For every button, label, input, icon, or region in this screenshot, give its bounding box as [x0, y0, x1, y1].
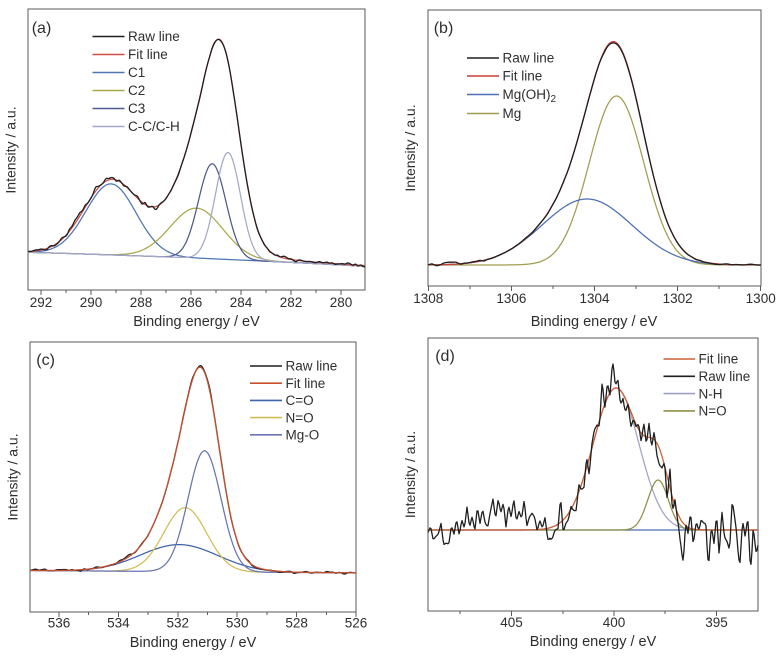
svg-text:Binding energy / eV: Binding energy / eV: [133, 314, 260, 330]
svg-text:288: 288: [130, 295, 153, 310]
svg-text:1302: 1302: [663, 291, 693, 306]
svg-text:280: 280: [330, 295, 353, 310]
svg-text:395: 395: [705, 615, 728, 630]
svg-text:1306: 1306: [496, 291, 526, 306]
svg-text:1300: 1300: [746, 291, 776, 306]
svg-text:290: 290: [80, 295, 103, 310]
svg-text:Fit line: Fit line: [503, 69, 543, 84]
svg-text:Raw line: Raw line: [286, 359, 338, 374]
svg-text:Raw line: Raw line: [128, 29, 180, 44]
svg-text:284: 284: [230, 295, 253, 310]
svg-text:Intensity / a.u.: Intensity / a.u.: [402, 431, 418, 518]
svg-text:C-C/C-H: C-C/C-H: [128, 119, 180, 134]
svg-text:Intensity / a.u.: Intensity / a.u.: [402, 104, 418, 191]
svg-text:C2: C2: [128, 83, 145, 98]
svg-text:532: 532: [167, 616, 190, 631]
svg-text:534: 534: [107, 616, 130, 631]
svg-text:1308: 1308: [413, 291, 443, 306]
svg-text:526: 526: [345, 616, 368, 631]
svg-text:Binding energy / eV: Binding energy / eV: [531, 314, 658, 330]
svg-text:Fit line: Fit line: [286, 376, 326, 391]
svg-text:Fit line: Fit line: [699, 352, 739, 367]
svg-text:536: 536: [48, 616, 71, 631]
svg-text:286: 286: [180, 295, 203, 310]
svg-text:Intensity / a.u.: Intensity / a.u.: [3, 106, 19, 193]
svg-text:N=O: N=O: [699, 404, 727, 419]
svg-text:Fit line: Fit line: [128, 47, 168, 62]
svg-text:C1: C1: [128, 65, 145, 80]
svg-text:292: 292: [30, 295, 53, 310]
svg-text:Raw line: Raw line: [503, 51, 555, 66]
svg-text:282: 282: [280, 295, 303, 310]
svg-text:Binding energy / eV: Binding energy / eV: [530, 634, 657, 650]
svg-text:Raw line: Raw line: [699, 369, 751, 384]
svg-text:1304: 1304: [579, 291, 610, 306]
svg-text:(a): (a): [32, 20, 52, 37]
svg-text:Mg(OH)2: Mg(OH)2: [503, 87, 557, 105]
svg-text:N=O: N=O: [286, 410, 314, 425]
svg-text:530: 530: [226, 616, 249, 631]
svg-text:(c): (c): [36, 352, 55, 369]
svg-text:528: 528: [285, 616, 308, 631]
svg-text:Mg: Mg: [503, 106, 522, 121]
svg-text:405: 405: [500, 615, 523, 630]
svg-text:N-H: N-H: [699, 386, 723, 401]
svg-text:(b): (b): [434, 20, 454, 37]
svg-text:Mg-O: Mg-O: [286, 428, 320, 443]
svg-text:(d): (d): [435, 348, 455, 365]
svg-text:C3: C3: [128, 101, 145, 116]
svg-text:Intensity / a.u.: Intensity / a.u.: [5, 433, 21, 520]
svg-text:C=O: C=O: [286, 393, 314, 408]
svg-text:Binding energy / eV: Binding energy / eV: [130, 635, 257, 651]
svg-text:400: 400: [603, 615, 626, 630]
